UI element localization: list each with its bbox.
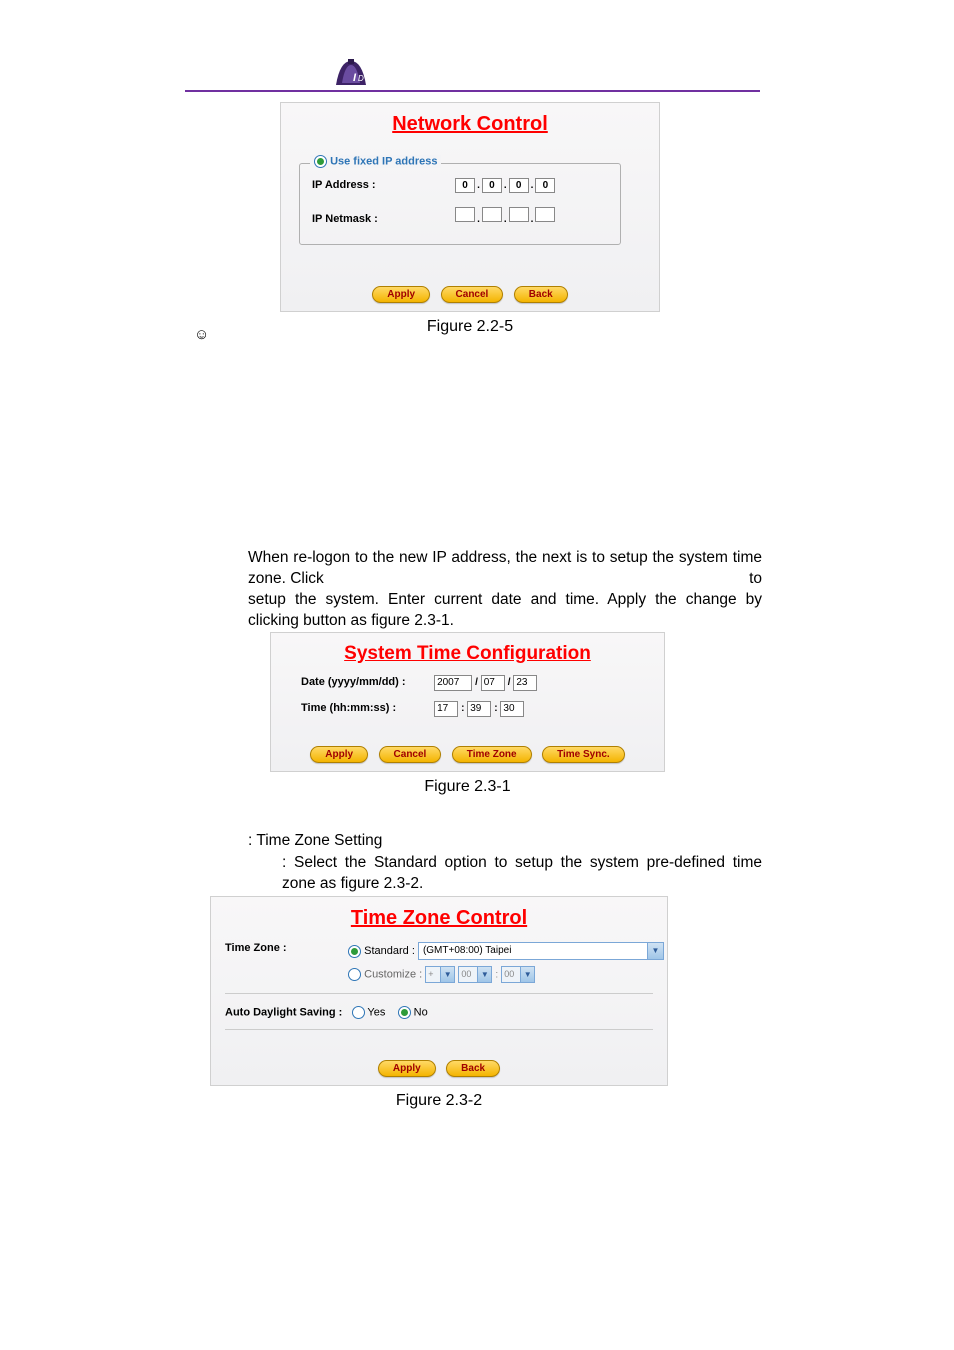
timezone-select-value: (GMT+08:00) Taipei [423,945,511,956]
body-line3: setup the system. Enter current date and… [248,591,677,608]
chevron-down-icon: ▼ [520,967,534,982]
panel2-button-row: Apply Cancel Time Zone Time Sync. [271,744,664,763]
network-control-title: Network Control [281,113,659,136]
netmask-row: IP Netmask : ... [312,207,620,225]
page: I D Network Control Use fixed IP address… [0,0,954,1350]
hour-input[interactable]: 17 [434,701,458,717]
nm-oct-2[interactable] [482,207,502,222]
date-label: Date (yyyy/mm/dd) : [301,676,431,688]
header-rule [185,90,760,92]
time-row: Time (hh:mm:ss) : 17 : 39 : 30 [301,701,664,717]
smiley-icon: ☺ [194,326,209,343]
figure-2-3-1-caption: Figure 2.3-1 [270,778,665,796]
chevron-down-icon: ▼ [477,967,491,982]
daylight-row: Auto Daylight Saving : Yes No [225,1006,667,1019]
timezone-label: Time Zone : [225,942,345,954]
timezone-select[interactable]: (GMT+08:00) Taipei ▼ [418,942,664,960]
standard-label: Standard : [364,945,415,957]
chevron-down-icon: ▼ [647,943,663,959]
netmask-label: IP Netmask : [312,213,432,225]
back-button-3[interactable]: Back [446,1060,500,1077]
panel3-button-row: Apply Back [211,1058,667,1077]
timezone-button[interactable]: Time Zone [452,746,532,763]
panel1-button-row: Apply Cancel Back [281,284,659,303]
ip-oct-4[interactable]: 0 [535,178,555,193]
chevron-down-icon: ▼ [440,967,454,982]
customize-min-select[interactable]: 00▼ [501,966,535,983]
ip-address-row: IP Address : 0.0.0.0 [312,178,620,193]
svg-text:D: D [358,74,364,83]
customize-radio[interactable] [348,968,361,981]
body-line2b: to [749,569,762,590]
ip-oct-2[interactable]: 0 [482,178,502,193]
ip-oct-1[interactable]: 0 [455,178,475,193]
apply-button-2[interactable]: Apply [310,746,368,763]
day-input[interactable]: 23 [513,675,537,691]
instruction-paragraph: When re-logon to the new IP address, the… [248,548,762,632]
customize-sign-select[interactable]: +▼ [425,966,455,983]
cancel-button-2[interactable]: Cancel [379,746,442,763]
step2-heading: : Time Zone Setting [248,832,762,850]
year-input[interactable]: 2007 [434,675,472,691]
timesync-button[interactable]: Time Sync. [542,746,625,763]
customize-hour-select[interactable]: 00▼ [458,966,492,983]
network-control-panel: Network Control Use fixed IP address IP … [280,102,660,312]
cancel-button[interactable]: Cancel [441,286,504,303]
system-time-title: System Time Configuration [271,643,664,665]
nm-oct-4[interactable] [535,207,555,222]
timezone-row: Time Zone : Standard : (GMT+08:00) Taipe… [225,942,667,983]
daylight-no-radio[interactable] [398,1006,411,1019]
standard-radio[interactable] [348,945,361,958]
body-line1: When re-logon to the new IP address, the… [248,549,648,566]
daylight-yes-radio[interactable] [352,1006,365,1019]
nm-oct-3[interactable] [509,207,529,222]
minute-input[interactable]: 39 [467,701,491,717]
divider [225,1029,653,1030]
fixed-ip-label: Use fixed IP address [330,155,437,167]
fixed-ip-fieldset: Use fixed IP address IP Address : 0.0.0.… [299,163,621,245]
ip-address-label: IP Address : [312,179,432,191]
step2-text: : Select the Standard option to setup th… [282,853,762,895]
body-line4b: button as figure 2.3-1. [303,612,454,629]
fixed-ip-radio[interactable] [314,155,327,168]
second-input[interactable]: 30 [500,701,524,717]
daylight-no-label: No [414,1006,428,1018]
apply-button[interactable]: Apply [372,286,430,303]
ip-oct-3[interactable]: 0 [509,178,529,193]
brand-logo: I D [330,55,372,89]
month-input[interactable]: 07 [481,675,505,691]
figure-2-2-5-caption: Figure 2.2-5 [280,318,660,336]
time-label: Time (hh:mm:ss) : [301,702,431,714]
timezone-control-title: Time Zone Control [211,907,667,930]
system-time-panel: System Time Configuration Date (yyyy/mm/… [270,632,665,772]
fixed-ip-legend: Use fixed IP address [310,155,441,168]
apply-button-3[interactable]: Apply [378,1060,436,1077]
figure-2-3-2-caption: Figure 2.3-2 [210,1092,668,1110]
back-button[interactable]: Back [514,286,568,303]
customize-label: Customize : [364,968,422,980]
date-row: Date (yyyy/mm/dd) : 2007 / 07 / 23 [301,675,664,691]
divider [225,993,653,994]
daylight-label: Auto Daylight Saving : [225,1006,342,1018]
timezone-control-panel: Time Zone Control Time Zone : Standard :… [210,896,668,1086]
daylight-yes-label: Yes [367,1006,385,1018]
nm-oct-1[interactable] [455,207,475,222]
